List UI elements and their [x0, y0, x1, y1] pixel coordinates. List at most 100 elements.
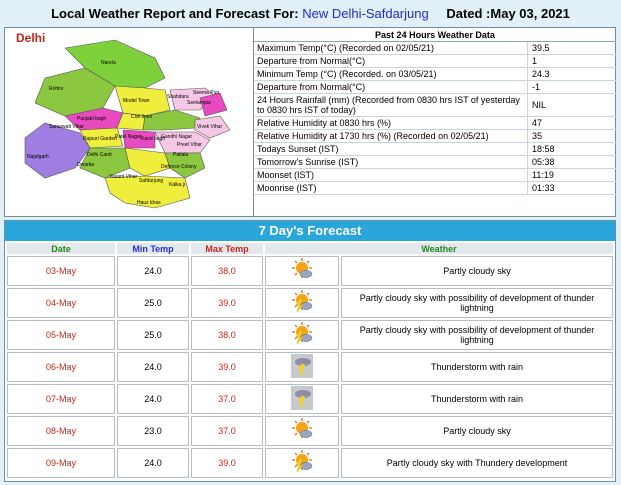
map-district-label: Najafgarh	[27, 154, 49, 160]
forecast-max-temp: 38.0	[191, 256, 263, 286]
past24-value: 35	[527, 129, 616, 143]
map-district-label: Seelampur	[187, 100, 212, 106]
forecast-min-temp: 23.0	[117, 416, 189, 446]
forecast-max-temp: 37.0	[191, 384, 263, 414]
past24-value: NIL	[527, 93, 616, 117]
title-prefix: Local Weather Report and Forecast For:	[51, 6, 299, 21]
col-weather: Weather	[265, 243, 613, 254]
past24-label: Tomorrow's Sunrise (IST)	[254, 155, 528, 169]
past24-row: Maximum Temp(°C) (Recorded on 02/05/21) 3…	[254, 41, 616, 55]
map-district-label: Preet Vihar	[177, 142, 202, 148]
map-district-label: Civil lines	[131, 114, 153, 120]
forecast-min-temp: 25.0	[117, 320, 189, 350]
map-district-label: Defence Colony	[161, 164, 197, 170]
thunderstorm-rain-icon	[265, 352, 339, 382]
forecast-min-temp: 24.0	[117, 256, 189, 286]
forecast-min-temp: 24.0	[117, 384, 189, 414]
past24-value: 1	[527, 54, 616, 68]
forecast-row: 05-May 25.0 38.0 Partly cloudy sky with pos…	[7, 320, 613, 350]
map-district-label: Vasant Vihar	[109, 174, 138, 180]
map-district-label: Seema Puri	[193, 90, 220, 96]
forecast-min-temp: 24.0	[117, 352, 189, 382]
map-district-label: Dwarka	[77, 162, 94, 168]
forecast-date: 07-May	[7, 384, 115, 414]
map-district-label: Saraswati Vihar	[49, 124, 84, 130]
past24-row: Tomorrow's Sunrise (IST) 05:38	[254, 155, 616, 169]
forecast-row: 06-May 24.0 39.0 Thunderstorm with rain	[7, 352, 613, 382]
past24-row: 24 Hours Rainfall (mm) (Recorded from 08…	[254, 93, 616, 117]
forecast-row: 04-May 25.0 39.0 Partly cloudy sky with pos…	[7, 288, 613, 318]
forecast-weather-text: Partly cloudy sky with possibility of de…	[341, 320, 613, 350]
forecast-max-temp: 39.0	[191, 288, 263, 318]
past24-title: Past 24 Hours Weather Data	[254, 28, 616, 42]
forecast-weather-text: Thunderstorm with rain	[341, 384, 613, 414]
past24-table: Past 24 Hours Weather Data Maximum Temp(…	[253, 28, 616, 216]
past24-row: Todays Sunset (IST) 18:58	[254, 142, 616, 156]
forecast-min-temp: 25.0	[117, 288, 189, 318]
forecast-date: 08-May	[7, 416, 115, 446]
map-district-label: Punjabi bagh	[77, 116, 107, 122]
forecast-row: 08-May 23.0 37.0 Partly cloudy sky	[7, 416, 613, 446]
forecast-row: 03-May 24.0 38.0 Partly cloudy sky	[7, 256, 613, 286]
forecast-weather-text: Partly cloudy sky	[341, 416, 613, 446]
map-district-label: Vivek Vihar	[197, 124, 223, 130]
map-district-label: Patiala	[173, 152, 189, 158]
map-district-label: Rohini	[49, 86, 64, 92]
past24-label: Todays Sunset (IST)	[254, 142, 528, 156]
forecast-row: 07-May 24.0 37.0 Thunderstorm with rain	[7, 384, 613, 414]
forecast-max-temp: 38.0	[191, 320, 263, 350]
forecast-max-temp: 37.0	[191, 416, 263, 446]
map-district-label: Delhi Cantt	[87, 152, 112, 158]
map-district-label: Hauz khas	[137, 200, 161, 206]
thunderstorm-rain-icon	[265, 384, 339, 414]
col-date: Date	[7, 243, 115, 254]
map-district-label: Rajouri Garden	[83, 136, 117, 142]
forecast-row: 09-May 24.0 39.0 Partly cloudy sky with Thu…	[7, 448, 613, 478]
past24-row: Relative Humidity at 1730 hrs (%) (Recor…	[254, 129, 616, 143]
past24-row: Minimum Temp (°C) (Recorded. on 03/05/21…	[254, 67, 616, 81]
forecast-date: 04-May	[7, 288, 115, 318]
report-panel: Delhi Narela Rohini Model Town Shahdara Seel…	[4, 27, 616, 217]
map-district-label: Model Town	[123, 98, 150, 104]
partly-cloudy-icon	[265, 256, 339, 286]
past24-row: Moonrise (IST) 01:33	[254, 181, 616, 195]
past24-value: 05:38	[527, 155, 616, 169]
forecast-weather-text: Partly cloudy sky with Thundery developm…	[341, 448, 613, 478]
past24-value: 18:58	[527, 142, 616, 156]
forecast-panel: 7 Day's Forecast Date Min Temp Max Temp …	[4, 220, 616, 482]
forecast-min-temp: 24.0	[117, 448, 189, 478]
map-district-label: Patel Nagar	[115, 134, 142, 140]
partly-cloudy-thunder-icon	[265, 288, 339, 318]
forecast-weather-text: Partly cloudy sky	[341, 256, 613, 286]
past24-label: Departure from Normal(°C)	[254, 54, 528, 68]
forecast-weather-text: Thunderstorm with rain	[341, 352, 613, 382]
past24-value: -1	[527, 80, 616, 94]
map-district-label: Karol bagh	[141, 136, 166, 142]
past24-value: 24.3	[527, 67, 616, 81]
forecast-date: 06-May	[7, 352, 115, 382]
past24-row: Relative Humidity at 0830 hrs (%) 47	[254, 116, 616, 130]
map-district-label: Gandhi Nagar	[161, 134, 193, 140]
past24-label: Departure from Normal(°C)	[254, 80, 528, 94]
partly-cloudy-icon	[265, 416, 339, 446]
title-location: New Delhi-Safdarjung	[302, 6, 429, 21]
past24-row: Departure from Normal(°C) 1	[254, 54, 616, 68]
past24-value: 01:33	[527, 181, 616, 195]
map-district-label: Safdarjung	[139, 178, 164, 184]
partly-cloudy-thunder-icon	[265, 448, 339, 478]
map-district-label: Kalka ji	[169, 182, 186, 188]
past24-label: Relative Humidity at 0830 hrs (%)	[254, 116, 528, 130]
past24-label: Maximum Temp(°C) (Recorded on 02/05/21)	[254, 41, 528, 55]
forecast-date: 03-May	[7, 256, 115, 286]
past24-label: 24 Hours Rainfall (mm) (Recorded from 08…	[254, 93, 528, 117]
past24-value: 11:19	[527, 168, 616, 182]
forecast-date: 05-May	[7, 320, 115, 350]
forecast-max-temp: 39.0	[191, 352, 263, 382]
past24-label: Relative Humidity at 1730 hrs (%) (Recor…	[254, 129, 528, 143]
page-title: Local Weather Report and Forecast For: N…	[0, 0, 621, 28]
forecast-max-temp: 39.0	[191, 448, 263, 478]
map-region-label: Delhi	[16, 31, 46, 45]
title-date: Dated :May 03, 2021	[446, 6, 570, 21]
map-district-label: Shahdara	[167, 94, 189, 100]
